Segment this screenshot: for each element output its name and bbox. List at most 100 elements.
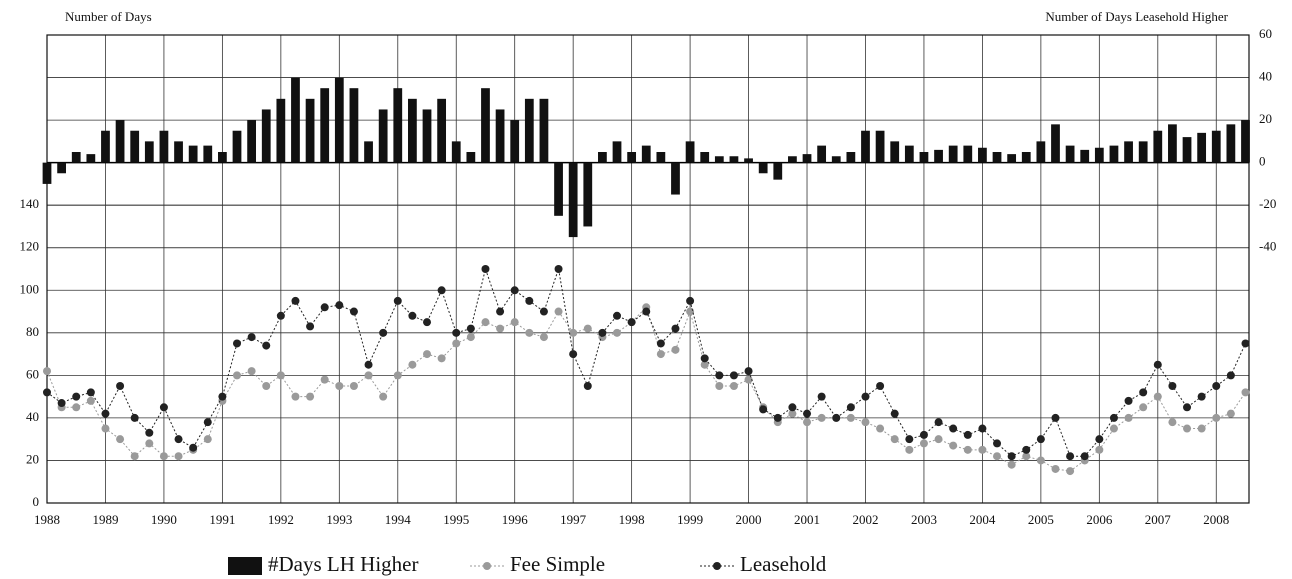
point: [642, 307, 651, 316]
point: [1168, 418, 1177, 427]
bar: [934, 149, 943, 163]
point: [116, 382, 125, 390]
legend-swatch: [228, 557, 262, 575]
point: [788, 409, 797, 418]
bar: [1080, 149, 1090, 163]
point: [1241, 388, 1250, 397]
point: [993, 452, 1002, 461]
point: [1183, 403, 1192, 412]
point: [1139, 388, 1148, 397]
point: [569, 350, 578, 359]
point: [423, 318, 432, 327]
y2-tick-label: 40: [1259, 69, 1272, 84]
point: [320, 375, 329, 384]
point: [1168, 382, 1177, 390]
point: [554, 307, 563, 316]
point: [247, 333, 256, 342]
point: [57, 399, 66, 408]
point: [233, 339, 242, 348]
point: [686, 307, 695, 316]
bar: [291, 77, 300, 163]
bar: [1021, 152, 1031, 163]
point: [715, 371, 724, 380]
x-tick-label: 2005: [1028, 512, 1054, 527]
bar: [817, 145, 827, 163]
x-tick-label: 1993: [326, 512, 352, 527]
point: [364, 371, 373, 380]
y-tick-label: 80: [26, 324, 39, 339]
y-tick-label: 60: [26, 366, 39, 381]
point: [613, 328, 622, 337]
point: [1036, 435, 1045, 444]
bar: [1109, 145, 1119, 163]
bar: [641, 145, 651, 163]
point: [1226, 409, 1235, 418]
x-tick-label: 2001: [794, 512, 820, 527]
point: [1022, 445, 1031, 454]
bar: [305, 98, 315, 163]
point: [905, 445, 914, 454]
point: [335, 382, 344, 390]
bar: [583, 162, 593, 227]
point: [1007, 460, 1016, 469]
series-line: [46, 267, 1246, 457]
point: [539, 307, 548, 316]
bar: [554, 162, 563, 216]
y2-tick-label: -20: [1259, 196, 1276, 211]
point: [949, 441, 958, 450]
bar: [1168, 124, 1177, 163]
point: [437, 354, 446, 363]
point: [1197, 392, 1206, 401]
series-line: [46, 306, 1246, 472]
point: [671, 324, 680, 333]
bar: [115, 120, 125, 163]
point: [349, 307, 358, 316]
point: [525, 296, 534, 305]
bar: [656, 152, 666, 163]
point: [291, 392, 300, 401]
x-tick-label: 1999: [677, 512, 703, 527]
point: [1139, 403, 1148, 412]
point: [905, 435, 914, 444]
bar: [495, 109, 505, 163]
bar: [451, 141, 461, 163]
bar: [758, 162, 768, 174]
point: [1066, 467, 1075, 476]
bar: [159, 130, 169, 163]
point: [452, 339, 461, 348]
point: [949, 424, 958, 433]
bar: [349, 88, 359, 163]
bar: [861, 130, 870, 163]
x-tick-label: 1991: [209, 512, 235, 527]
point: [583, 324, 592, 333]
x-tick-label: 1998: [619, 512, 645, 527]
point: [656, 339, 665, 348]
bar: [992, 152, 1002, 163]
point: [525, 328, 534, 337]
bar: [276, 98, 286, 163]
bar: [1182, 137, 1192, 163]
bar: [714, 156, 724, 163]
point: [539, 333, 548, 342]
point: [276, 371, 285, 380]
bar: [481, 88, 490, 163]
point: [423, 350, 432, 359]
bar: [1007, 154, 1017, 163]
point: [890, 435, 899, 444]
point: [306, 322, 315, 331]
point: [671, 345, 680, 354]
point: [72, 403, 81, 412]
point: [1095, 435, 1104, 444]
x-tick-label: 1997: [560, 512, 587, 527]
point: [1153, 360, 1162, 369]
point: [773, 413, 782, 422]
x-tick-label: 2007: [1145, 512, 1172, 527]
bar: [86, 154, 96, 163]
point: [101, 409, 110, 418]
bar: [1094, 147, 1104, 163]
y-tick-label: 20: [26, 451, 39, 466]
point: [1066, 452, 1075, 461]
point: [1036, 456, 1045, 465]
